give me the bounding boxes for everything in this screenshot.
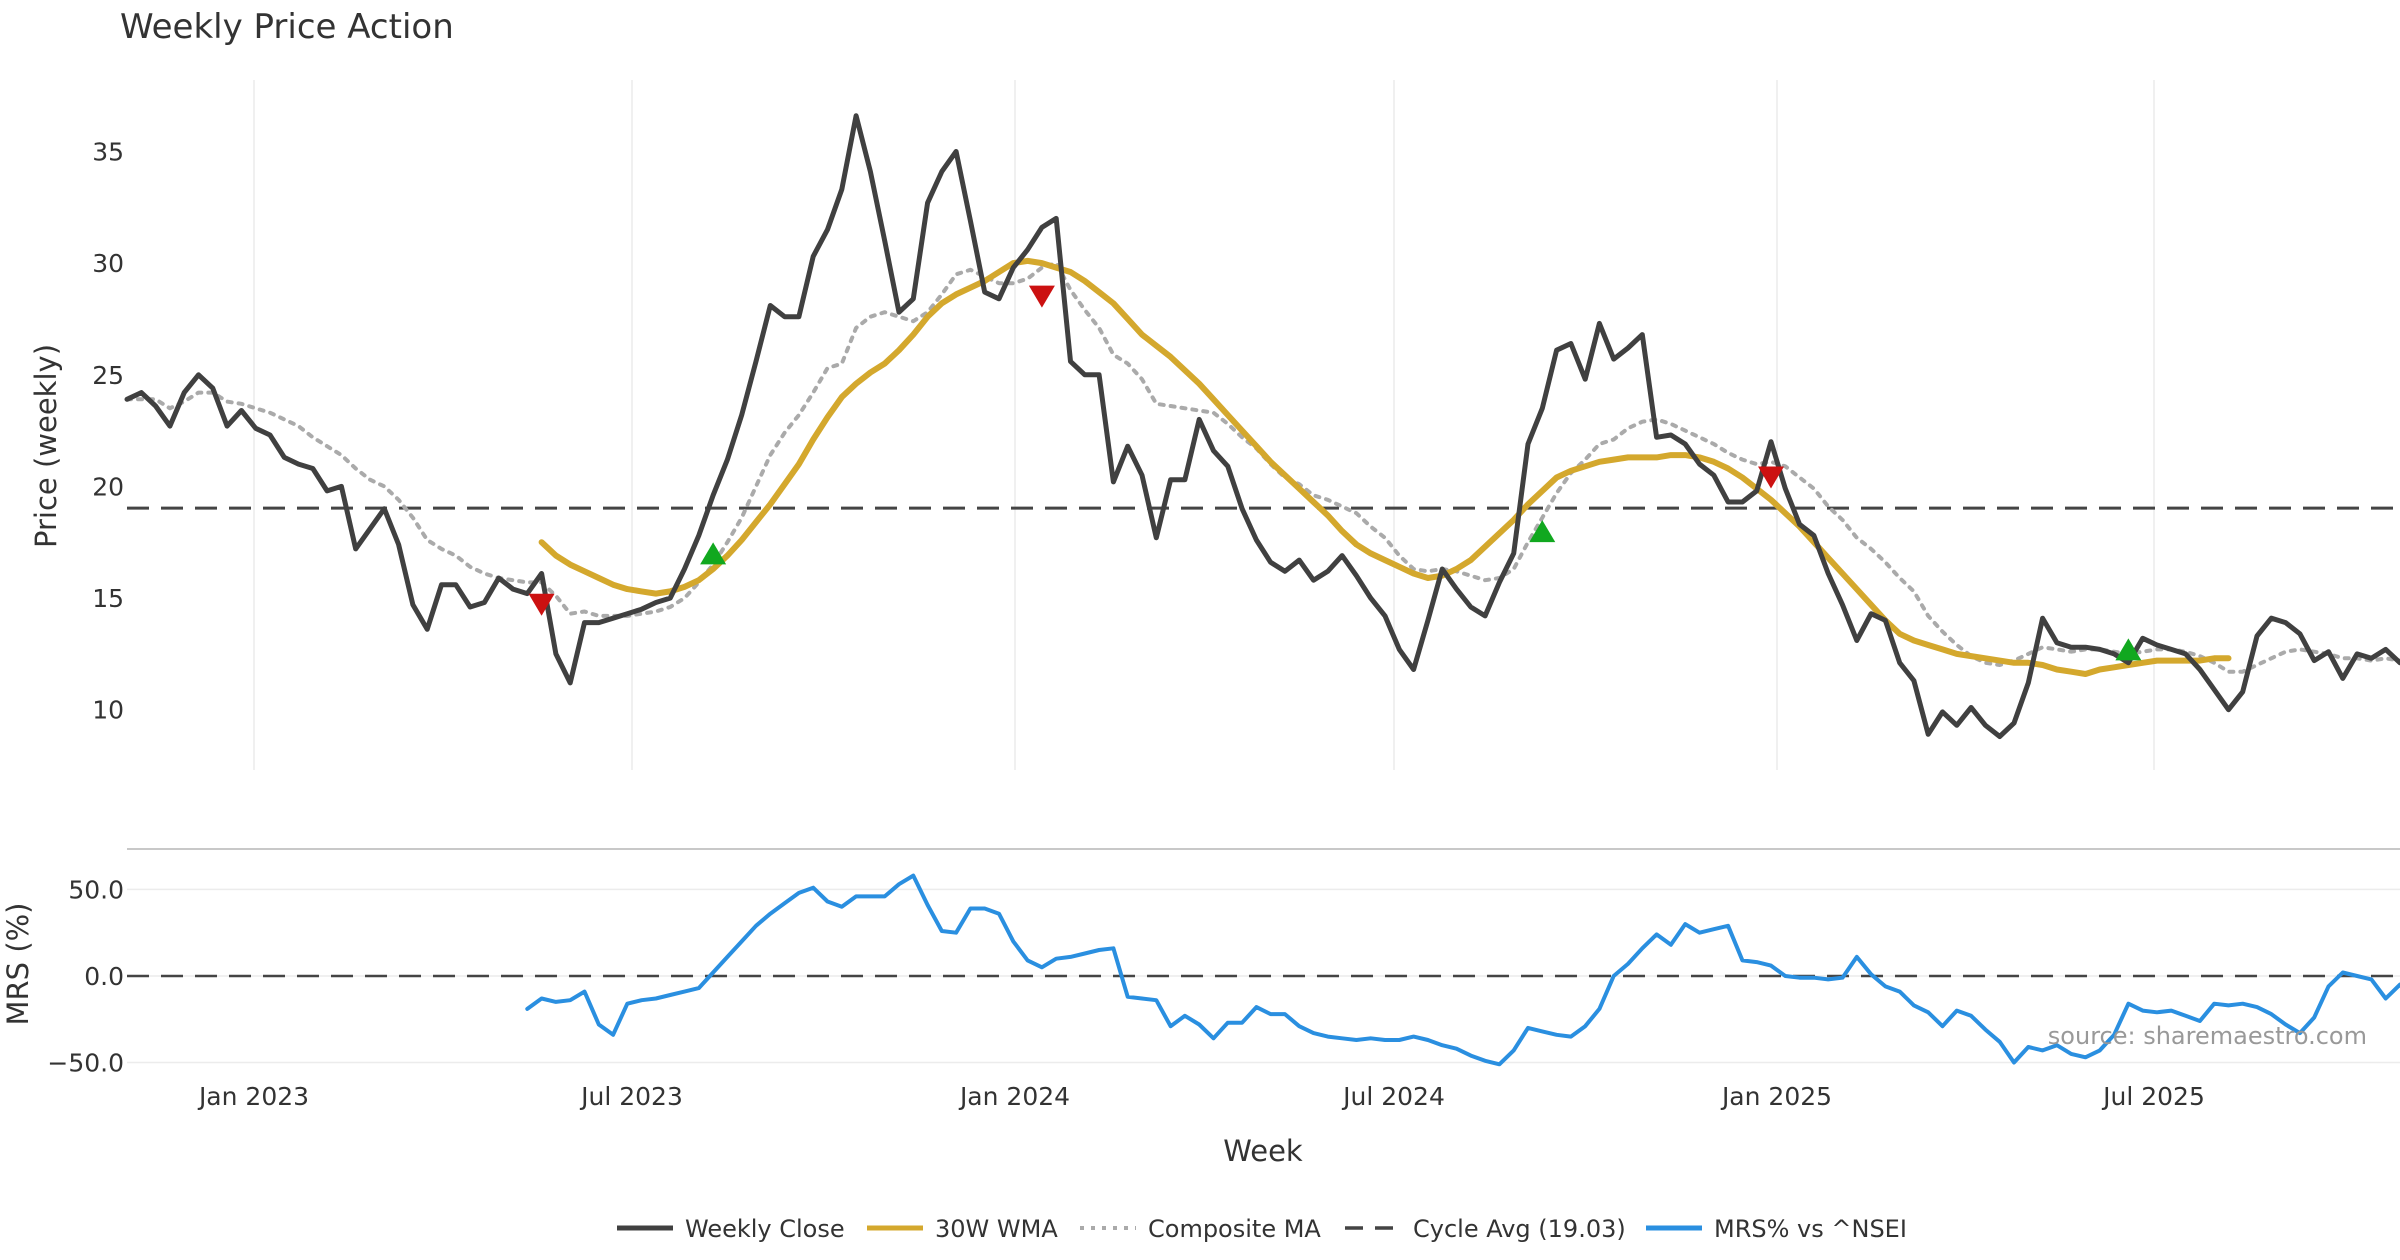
signals-layer	[528, 285, 2142, 661]
legend: Weekly Close 30W WMA Composite MA Cycle Avg…	[617, 1215, 1907, 1243]
x-tick-label: Jul 2024	[1341, 1082, 1445, 1111]
x-tick-label: Jan 2023	[197, 1082, 309, 1111]
wma-30w-line	[538, 257, 2232, 677]
buy-signal-marker	[2115, 638, 2142, 661]
mrs-y-label: MRS (%)	[1, 903, 35, 1026]
series-layer	[124, 113, 2400, 1067]
sell-signal-marker	[528, 593, 555, 616]
legend-label: Weekly Close	[685, 1215, 845, 1243]
mrs-y-tick: 50.0	[68, 875, 124, 904]
sell-signal-marker	[1028, 285, 1055, 308]
price-grid	[253, 80, 2155, 770]
buy-signal-marker	[700, 542, 727, 565]
x-tick-label: Jul 2023	[579, 1082, 683, 1111]
legend-label: 30W WMA	[935, 1215, 1058, 1243]
mrs-y-tick: −50.0	[47, 1049, 124, 1078]
price-y-tick: 30	[92, 249, 124, 278]
mrs-y-tick: 0.0	[84, 962, 124, 991]
price-y-ticks: 10 15 20 25 30 35	[92, 137, 124, 724]
price-y-tick: 25	[92, 361, 124, 390]
price-y-label: Price (weekly)	[29, 344, 63, 548]
source-credit: source: sharemaestro.com	[2048, 1022, 2367, 1050]
legend-label: MRS% vs ^NSEI	[1714, 1215, 1907, 1243]
x-tick-label: Jan 2025	[1720, 1082, 1832, 1111]
chart-title: Weekly Price Action	[120, 7, 454, 47]
x-axis-label: Week	[1223, 1134, 1303, 1168]
price-y-tick: 20	[92, 472, 124, 501]
x-ticks: Jan 2023 Jul 2023 Jan 2024 Jul 2024 Jan 2025…	[197, 1082, 2205, 1111]
x-tick-label: Jan 2024	[958, 1082, 1070, 1111]
legend-label: Cycle Avg (19.03)	[1413, 1215, 1626, 1243]
x-tick-label: Jul 2025	[2101, 1082, 2205, 1111]
price-y-tick: 10	[92, 696, 124, 725]
mrs-y-ticks: 50.0 0.0 −50.0	[47, 875, 124, 1077]
mrs-line	[525, 873, 2400, 1067]
weekly-close-line	[124, 113, 2400, 739]
sell-signal-marker	[1757, 466, 1784, 489]
legend-label: Composite MA	[1148, 1215, 1321, 1243]
price-y-tick: 35	[92, 137, 124, 166]
price-y-tick: 15	[92, 584, 124, 613]
buy-signal-marker	[1529, 520, 1556, 543]
